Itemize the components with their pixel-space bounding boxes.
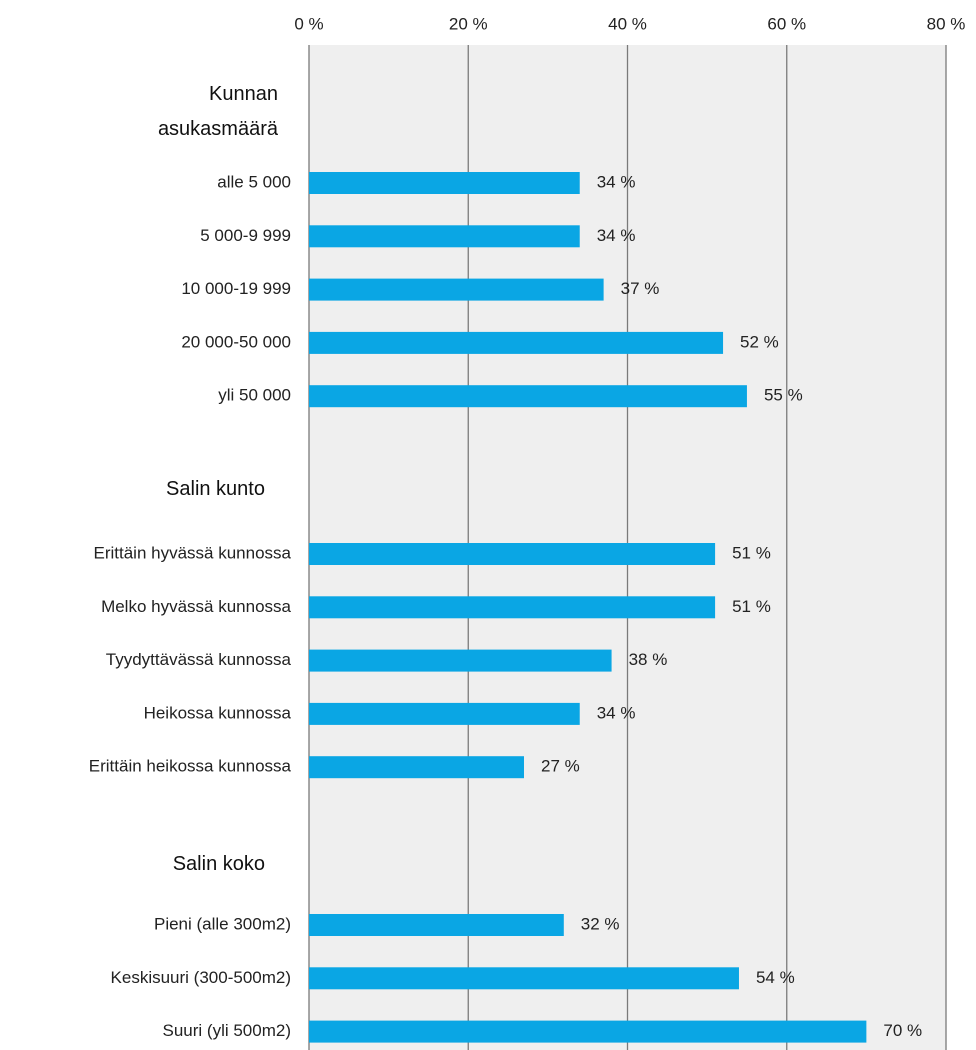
bar [309, 649, 612, 672]
value-label: 34 % [597, 703, 636, 722]
value-label: 34 % [597, 172, 636, 191]
value-label: 32 % [581, 914, 620, 933]
value-label: 37 % [621, 279, 660, 298]
y-tick-label: Tyydyttävässä kunnossa [106, 650, 292, 669]
group-header: Salin koko [172, 853, 265, 875]
value-label: 55 % [764, 386, 803, 405]
bar [309, 596, 716, 619]
y-tick-label: alle 5 000 [217, 172, 291, 191]
y-tick-label: Pieni (alle 300m2) [154, 914, 291, 933]
y-tick-label: 20 000-50 000 [181, 332, 291, 351]
bar [309, 967, 739, 990]
y-tick-label: Suuri (yli 500m2) [163, 1021, 292, 1040]
bar [309, 543, 716, 565]
y-tick-label: 5 000-9 999 [200, 226, 291, 245]
value-label: 51 % [732, 543, 771, 562]
y-tick-label: yli 50 000 [218, 386, 291, 405]
bar [309, 172, 580, 194]
x-tick-label: 0 % [294, 14, 323, 33]
bar [309, 225, 580, 248]
value-label: 52 % [740, 332, 779, 351]
value-label: 38 % [629, 650, 668, 669]
y-tick-label: Erittäin heikossa kunnossa [89, 757, 292, 776]
y-tick-label: 10 000-19 999 [181, 279, 291, 298]
bar [309, 702, 580, 725]
group-header: Kunnan asukasmäärä [157, 83, 278, 140]
bar [309, 385, 747, 408]
value-label: 34 % [597, 226, 636, 245]
y-tick-label: Heikossa kunnossa [144, 703, 292, 722]
group-header: Salin kunto [166, 478, 265, 500]
value-label: 27 % [541, 757, 580, 776]
value-label: 54 % [756, 968, 795, 987]
bar [309, 756, 524, 779]
y-tick-label: Melko hyvässä kunnossa [101, 597, 291, 616]
bar [309, 1020, 867, 1043]
y-tick-label: Erittäin hyvässä kunnossa [94, 543, 292, 562]
x-tick-label: 60 % [767, 14, 806, 33]
value-label: 70 % [883, 1021, 922, 1040]
y-tick-label: Keskisuuri (300-500m2) [111, 968, 291, 987]
x-tick-label: 20 % [449, 14, 488, 33]
x-tick-label: 80 % [927, 14, 966, 33]
value-label: 51 % [732, 597, 771, 616]
x-tick-label: 40 % [608, 14, 647, 33]
bar [309, 331, 724, 354]
bar [309, 278, 604, 301]
bar [309, 914, 564, 936]
